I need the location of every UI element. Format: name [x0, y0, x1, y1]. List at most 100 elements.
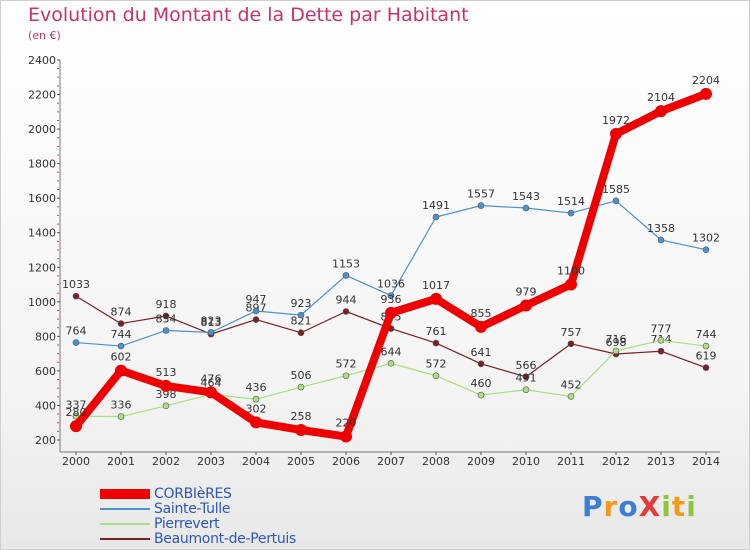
x-tick-label: 2011	[557, 455, 585, 468]
data-label: 476	[201, 372, 222, 385]
data-label: 874	[111, 306, 132, 319]
data-label: 823	[201, 314, 222, 327]
data-point	[72, 292, 80, 300]
data-point	[477, 391, 485, 399]
data-label: 644	[381, 345, 402, 358]
logo-letter: i	[661, 490, 672, 523]
data-label: 1514	[557, 195, 585, 208]
data-label: 698	[606, 336, 627, 349]
data-point	[567, 209, 575, 217]
y-tick-label: 800	[35, 330, 56, 343]
legend-swatch	[100, 489, 150, 499]
data-point	[72, 339, 80, 346]
data-point	[522, 373, 530, 381]
x-tick-label: 2010	[512, 455, 540, 468]
data-label: 2104	[647, 91, 675, 104]
data-point	[610, 127, 622, 140]
data-label: 1033	[62, 278, 90, 291]
data-label: 566	[516, 359, 537, 372]
data-label: 918	[156, 298, 177, 311]
data-label: 452	[561, 378, 582, 391]
data-point	[702, 364, 710, 371]
legend-label: Sainte-Tulle	[154, 501, 231, 517]
legend-label: CORBIèRES	[154, 486, 232, 502]
data-label: 1036	[377, 278, 405, 291]
chart-subtitle: (en €)	[28, 29, 61, 42]
data-point	[252, 395, 260, 403]
legend-label: Beaumont-de-Pertuis	[154, 531, 296, 547]
data-point	[162, 402, 170, 410]
data-label: 491	[516, 372, 537, 385]
series-beaumont-de-pertuis: 1033874918813897821944845761641566757698…	[62, 278, 717, 381]
logo-letter: o	[618, 490, 639, 523]
x-tick-label: 2013	[647, 455, 675, 468]
y-tick-label: 2200	[28, 89, 56, 102]
logo-letter: t	[671, 490, 687, 523]
data-label: 1017	[422, 279, 450, 292]
data-point	[432, 339, 440, 347]
data-label: 460	[471, 377, 492, 390]
data-point	[612, 347, 620, 355]
data-label: 761	[426, 325, 447, 338]
data-point	[297, 329, 305, 337]
data-label: 1491	[422, 199, 450, 212]
data-point	[655, 105, 667, 118]
data-point	[477, 360, 485, 368]
data-label: 923	[291, 297, 312, 310]
x-tick-label: 2002	[152, 455, 180, 468]
legend-swatch	[100, 508, 150, 510]
data-point	[475, 320, 487, 333]
data-point	[252, 307, 260, 315]
data-point	[657, 236, 665, 244]
data-label: 619	[696, 350, 717, 363]
data-label: 280	[66, 406, 87, 419]
y-tick-label: 2000	[28, 123, 56, 136]
data-point	[342, 272, 350, 279]
data-label: 436	[246, 381, 267, 394]
data-label: 757	[561, 326, 582, 339]
data-label: 572	[336, 358, 357, 371]
data-point	[477, 202, 485, 209]
data-label: 744	[111, 328, 132, 341]
data-point	[387, 360, 395, 367]
logo-letter: X	[638, 490, 662, 523]
data-label: 813	[201, 316, 222, 329]
data-point	[117, 320, 125, 327]
data-point	[205, 386, 217, 399]
data-point	[657, 347, 665, 355]
data-label: 777	[651, 322, 672, 335]
data-point	[342, 372, 350, 380]
data-label: 1543	[512, 190, 540, 203]
data-label: 1302	[692, 232, 720, 245]
data-point	[522, 204, 530, 212]
data-label: 220	[336, 417, 357, 430]
data-label: 1972	[602, 114, 630, 127]
data-point	[387, 292, 395, 299]
data-point	[342, 308, 350, 315]
data-point	[207, 329, 215, 336]
data-point	[162, 312, 170, 320]
data-point	[702, 342, 710, 350]
data-point	[567, 393, 575, 400]
data-point	[70, 420, 82, 433]
data-point	[565, 278, 577, 291]
y-tick-label: 400	[35, 399, 56, 412]
data-label: 572	[426, 358, 447, 371]
x-tick-label: 2006	[332, 455, 360, 468]
legend-label: Pierrevert	[154, 516, 220, 532]
data-point	[117, 342, 125, 350]
y-tick-label: 2400	[28, 54, 56, 67]
data-point	[115, 364, 127, 377]
legend-swatch	[100, 538, 150, 540]
data-point	[657, 337, 665, 344]
data-point	[520, 299, 532, 312]
x-tick-label: 2007	[377, 455, 405, 468]
data-label: 513	[156, 366, 177, 379]
data-point	[250, 416, 262, 429]
x-tick-label: 2008	[422, 455, 450, 468]
data-point	[297, 383, 305, 391]
data-point	[117, 413, 125, 420]
data-label: 602	[111, 351, 132, 364]
